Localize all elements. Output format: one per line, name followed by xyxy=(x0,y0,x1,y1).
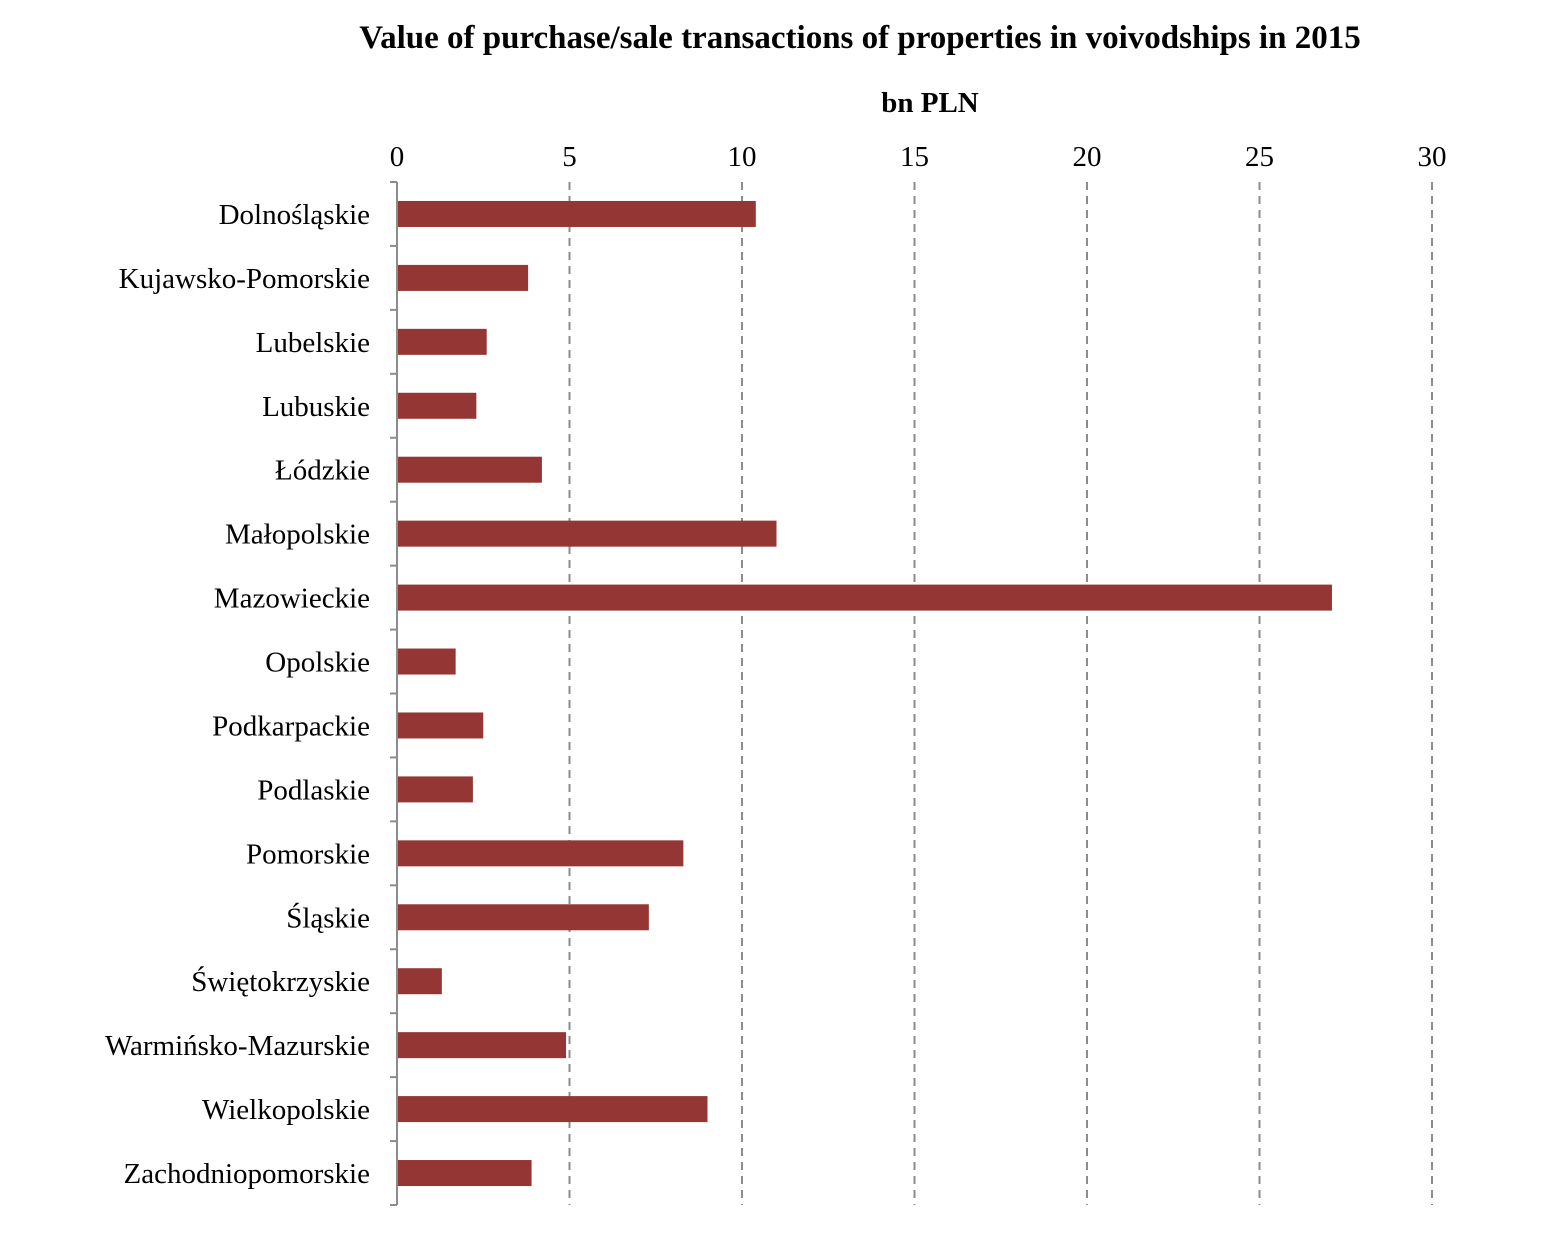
bar xyxy=(397,968,442,995)
bar xyxy=(397,1032,567,1059)
unit-label: bn PLN xyxy=(881,87,979,119)
category-label: Śląskie xyxy=(286,901,370,934)
bar xyxy=(397,328,487,355)
bar xyxy=(397,648,456,675)
x-tick-label: 25 xyxy=(1245,141,1274,173)
bar xyxy=(397,712,484,739)
bar xyxy=(397,776,473,803)
category-label: Wielkopolskie xyxy=(202,1094,370,1126)
x-tick-label: 5 xyxy=(562,141,577,173)
bar xyxy=(397,520,777,547)
category-labels: Dolnośląskie Kujawsko-Pomorskie Lubelskie L… xyxy=(105,199,370,1190)
x-tick-label: 30 xyxy=(1418,141,1447,173)
bar xyxy=(397,904,649,931)
category-label: Opolskie xyxy=(265,647,370,679)
category-label: Zachodniopomorskie xyxy=(124,1158,370,1190)
category-label: Świętokrzyskie xyxy=(191,965,370,998)
bar xyxy=(397,264,529,291)
bar xyxy=(397,456,542,483)
x-axis-tick-labels: 0 5 10 15 20 25 30 xyxy=(390,141,1447,173)
x-tick-label: 20 xyxy=(1073,141,1102,173)
category-label: Łódzkie xyxy=(275,455,370,487)
chart-title: Value of purchase/sale transactions of p… xyxy=(359,20,1360,56)
category-label: Lubelskie xyxy=(256,327,370,359)
bars xyxy=(397,200,1332,1187)
category-label: Podlaskie xyxy=(257,774,370,806)
category-label: Podkarpackie xyxy=(212,710,370,742)
category-label: Warmińsko-Mazurskie xyxy=(105,1030,370,1062)
x-tick-label: 0 xyxy=(390,141,405,173)
category-label: Kujawsko-Pomorskie xyxy=(119,263,370,295)
x-tick-label: 15 xyxy=(900,141,929,173)
category-label: Małopolskie xyxy=(225,519,370,551)
bar xyxy=(397,1096,708,1123)
bar xyxy=(397,840,684,867)
x-tick-label: 10 xyxy=(728,141,757,173)
category-label: Dolnośląskie xyxy=(219,199,370,231)
bar xyxy=(397,200,756,227)
bar xyxy=(397,392,477,419)
grid-lines xyxy=(568,182,1433,1205)
bar xyxy=(397,584,1332,611)
category-label: Mazowieckie xyxy=(214,583,370,615)
bar xyxy=(397,1160,532,1187)
y-axis xyxy=(390,181,398,1206)
category-label: Lubuskie xyxy=(262,391,370,423)
category-label: Pomorskie xyxy=(246,838,370,870)
